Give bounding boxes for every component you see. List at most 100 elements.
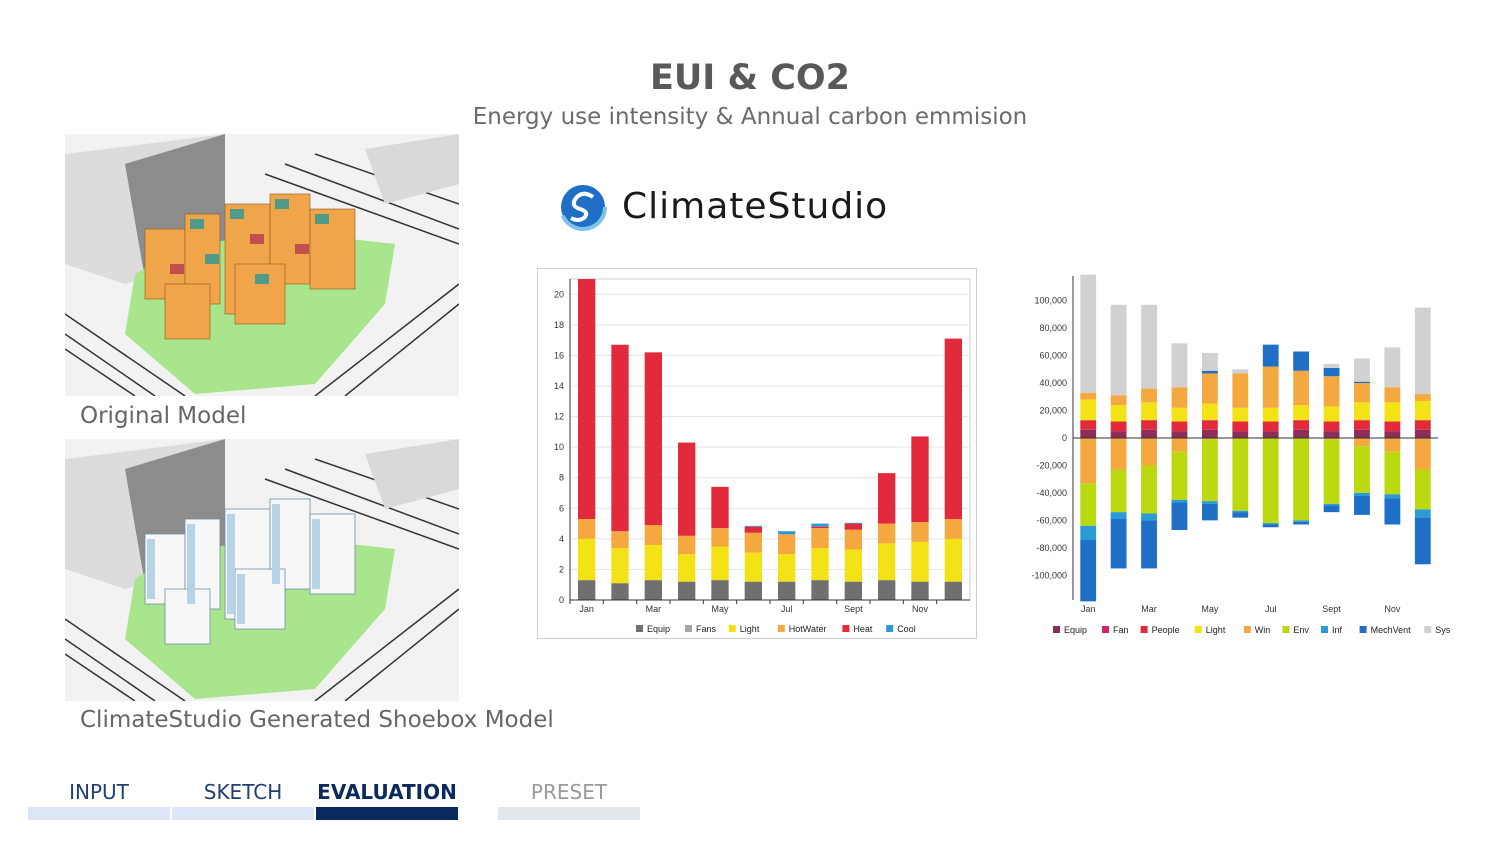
y-tick-label: 12 <box>554 412 564 422</box>
bar-mechvent-jul <box>1262 344 1279 367</box>
legend-label-system: System <box>1435 625 1450 635</box>
bar-equip-feb <box>1110 431 1127 438</box>
x-tick-label: Jul <box>781 604 793 614</box>
bar-equip-may <box>1201 429 1218 438</box>
tab-input-bar[interactable] <box>28 807 170 820</box>
bar-hotwater-jul <box>778 534 796 555</box>
bar-people-feb <box>1110 421 1127 432</box>
page-title: EUI & CO2 <box>649 58 851 98</box>
legend-label-win: Win <box>1255 625 1271 635</box>
original-model-image <box>65 134 459 396</box>
y-tick-label: 10 <box>554 442 564 452</box>
legend-label-fans: Fans <box>696 624 717 634</box>
bar-win-jan <box>1080 392 1097 400</box>
tab-input[interactable]: INPUT <box>69 780 129 804</box>
x-tick-label: May <box>1201 604 1219 614</box>
bar-hotwater-oct <box>878 523 896 544</box>
tab-sketch-bar[interactable] <box>172 807 314 820</box>
bar-light-nov <box>911 541 929 582</box>
bar-light-jul <box>1262 407 1279 422</box>
bar-mechvent-nov <box>1384 498 1401 525</box>
tab-preset[interactable]: PRESET <box>530 780 608 804</box>
y-tick-label: 0 <box>559 595 564 605</box>
bar-win-mar <box>1141 438 1157 466</box>
bar-hotwater-mar <box>644 525 662 545</box>
bar-mechvent-mar <box>1141 520 1157 569</box>
bar-system-mar <box>1141 304 1157 389</box>
bar-system-jun <box>1232 369 1249 374</box>
bar-hotwater-jan <box>578 518 596 539</box>
bar-heat-oct <box>878 473 896 524</box>
tab-evaluation-bar[interactable] <box>316 807 458 820</box>
legend-swatch-env <box>1282 626 1290 633</box>
bar-inf-may <box>1201 501 1218 504</box>
bar-light-aug <box>1293 405 1310 421</box>
bar-light-oct <box>878 543 896 581</box>
bar-mechvent-feb <box>1110 519 1127 569</box>
bar-people-nov <box>1384 421 1401 432</box>
bar-equip-jul <box>1262 431 1279 438</box>
bar-people-jul <box>1262 421 1279 432</box>
tab-preset-bar[interactable] <box>498 807 640 820</box>
tab-sketch[interactable]: SKETCH <box>203 780 283 804</box>
bar-equip-dec <box>1414 429 1431 438</box>
bar-light-oct <box>1354 402 1370 421</box>
bar-mechvent-jun <box>1232 512 1249 518</box>
legend-swatch-heat <box>842 625 850 632</box>
tab-evaluation[interactable]: EVALUATION <box>317 780 457 804</box>
bar-equip-jun <box>1232 431 1249 438</box>
bar-equip-aug <box>811 580 829 600</box>
bar-inf-apr <box>1171 499 1188 503</box>
legend-swatch-equip <box>1053 626 1060 633</box>
bar-mechvent-jul <box>1262 524 1279 528</box>
bar-win-jan <box>1080 438 1097 484</box>
x-tick-label: Jan <box>579 604 594 614</box>
bar-inf-jan <box>1080 525 1097 540</box>
bar-inf-jun <box>1232 510 1249 513</box>
bar-env-nov <box>1384 451 1401 495</box>
y-tick-label: -80,000 <box>1036 543 1067 553</box>
bar-equip-may <box>711 580 729 600</box>
bar-env-jul <box>1262 438 1279 524</box>
bar-light-jun <box>1232 407 1249 422</box>
bar-win-apr <box>1171 387 1188 408</box>
y-tick-label: 20,000 <box>1039 406 1067 416</box>
legend-label-mechvent: MechVent <box>1371 625 1412 635</box>
legend-swatch-equip <box>636 625 643 632</box>
bar-heat-feb <box>611 344 629 532</box>
bar-win-mar <box>1141 388 1157 403</box>
bar-system-dec <box>1414 307 1431 395</box>
bar-heat-sept <box>844 523 862 530</box>
y-tick-label: 0 <box>1062 433 1067 443</box>
legend-swatch-hotwater <box>777 625 785 632</box>
legend-label-env: Env <box>1293 625 1309 635</box>
bar-heat-jun <box>744 526 762 533</box>
bar-light-feb <box>611 548 629 584</box>
bar-people-apr <box>1171 421 1188 432</box>
bar-env-apr <box>1171 451 1188 500</box>
bar-env-may <box>1201 439 1218 502</box>
bar-win-oct <box>1354 383 1370 403</box>
bar-win-may <box>1201 373 1218 404</box>
y-tick-label: 8 <box>559 473 564 483</box>
legend-swatch-light <box>728 625 736 632</box>
bar-system-apr <box>1171 343 1188 388</box>
page-subtitle: Energy use intensity & Annual carbon emm… <box>472 104 1028 130</box>
bar-heat-dec <box>944 338 962 519</box>
bar-light-jan <box>578 538 596 581</box>
bar-mechvent-sept <box>1323 367 1340 377</box>
bar-cool-jun <box>744 525 762 527</box>
bar-light-jun <box>744 552 762 582</box>
bar-system-feb <box>1110 304 1127 396</box>
bar-hotwater-dec <box>944 518 962 539</box>
bar-hotwater-may <box>711 528 729 547</box>
bar-light-feb <box>1110 405 1127 422</box>
bar-light-apr <box>1171 407 1188 422</box>
shoebox-model-render <box>65 439 459 701</box>
legend-label-inf: Inf <box>1332 625 1343 635</box>
bar-win-sept <box>1323 376 1340 407</box>
bar-equip-dec <box>944 581 962 600</box>
bar-win-oct <box>1354 438 1370 447</box>
legend-swatch-win <box>1243 626 1251 633</box>
bar-light-mar <box>1141 402 1157 421</box>
